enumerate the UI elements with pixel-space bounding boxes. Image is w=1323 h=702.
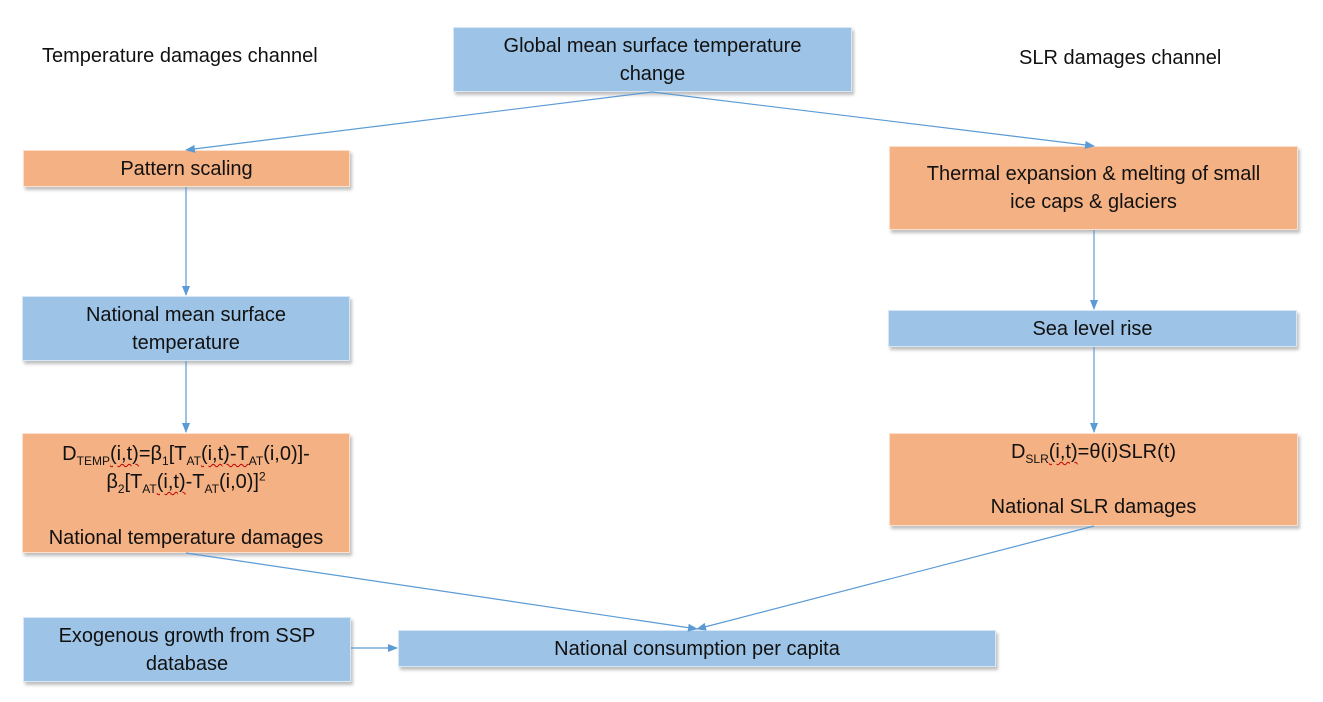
- national-temperature-label: National mean surface temperature: [85, 303, 287, 354]
- exogenous-growth-box: Exogenous growth from SSP database: [23, 617, 351, 682]
- arrow-global-to-thermal: [651, 91, 1095, 149]
- pattern-scaling-box: Pattern scaling: [23, 150, 350, 187]
- arrow-slr-damages-to-consumption: [696, 525, 1095, 631]
- thermal-expansion-box: Thermal expansion & melting of small ice…: [889, 146, 1298, 230]
- slr-damages-box: DSLR(i,t)=θ(i)SLR(t) National SLR damage…: [889, 433, 1298, 526]
- consumption-label: National consumption per capita: [554, 637, 840, 660]
- pattern-scaling-label: Pattern scaling: [120, 157, 253, 180]
- sea-level-rise-label: Sea level rise: [1032, 317, 1153, 340]
- temperature-damages-box: DTEMP(i,t)=β1[TAT(i,t)-TAT(i,0)]- β2[TAT…: [22, 433, 350, 553]
- temperature-damage-formula-line2: β2[TAT(i,t)-TAT(i,0)]2: [106, 469, 266, 496]
- global-temperature-label: Global mean surface temperature change: [503, 34, 802, 85]
- arrow-global-to-pattern: [185, 91, 653, 153]
- national-temperature-box: National mean surface temperature: [22, 296, 350, 361]
- slr-channel-heading: SLR damages channel: [1019, 47, 1222, 69]
- slr-damages-label: National SLR damages: [990, 496, 1197, 518]
- slr-damage-formula: DSLR(i,t)=θ(i)SLR(t): [1010, 441, 1177, 466]
- global-temperature-box: Global mean surface temperature change: [453, 27, 852, 92]
- exogenous-growth-label: Exogenous growth from SSP database: [58, 624, 316, 675]
- thermal-expansion-label: Thermal expansion & melting of small ice…: [926, 163, 1261, 213]
- temperature-channel-heading: Temperature damages channel: [42, 45, 318, 67]
- sea-level-rise-box: Sea level rise: [888, 310, 1297, 347]
- temperature-damage-formula: DTEMP(i,t)=β1[TAT(i,t)-TAT(i,0)]-: [62, 443, 310, 468]
- temperature-damages-label: National temperature damages: [48, 527, 324, 549]
- consumption-box: National consumption per capita: [398, 630, 996, 667]
